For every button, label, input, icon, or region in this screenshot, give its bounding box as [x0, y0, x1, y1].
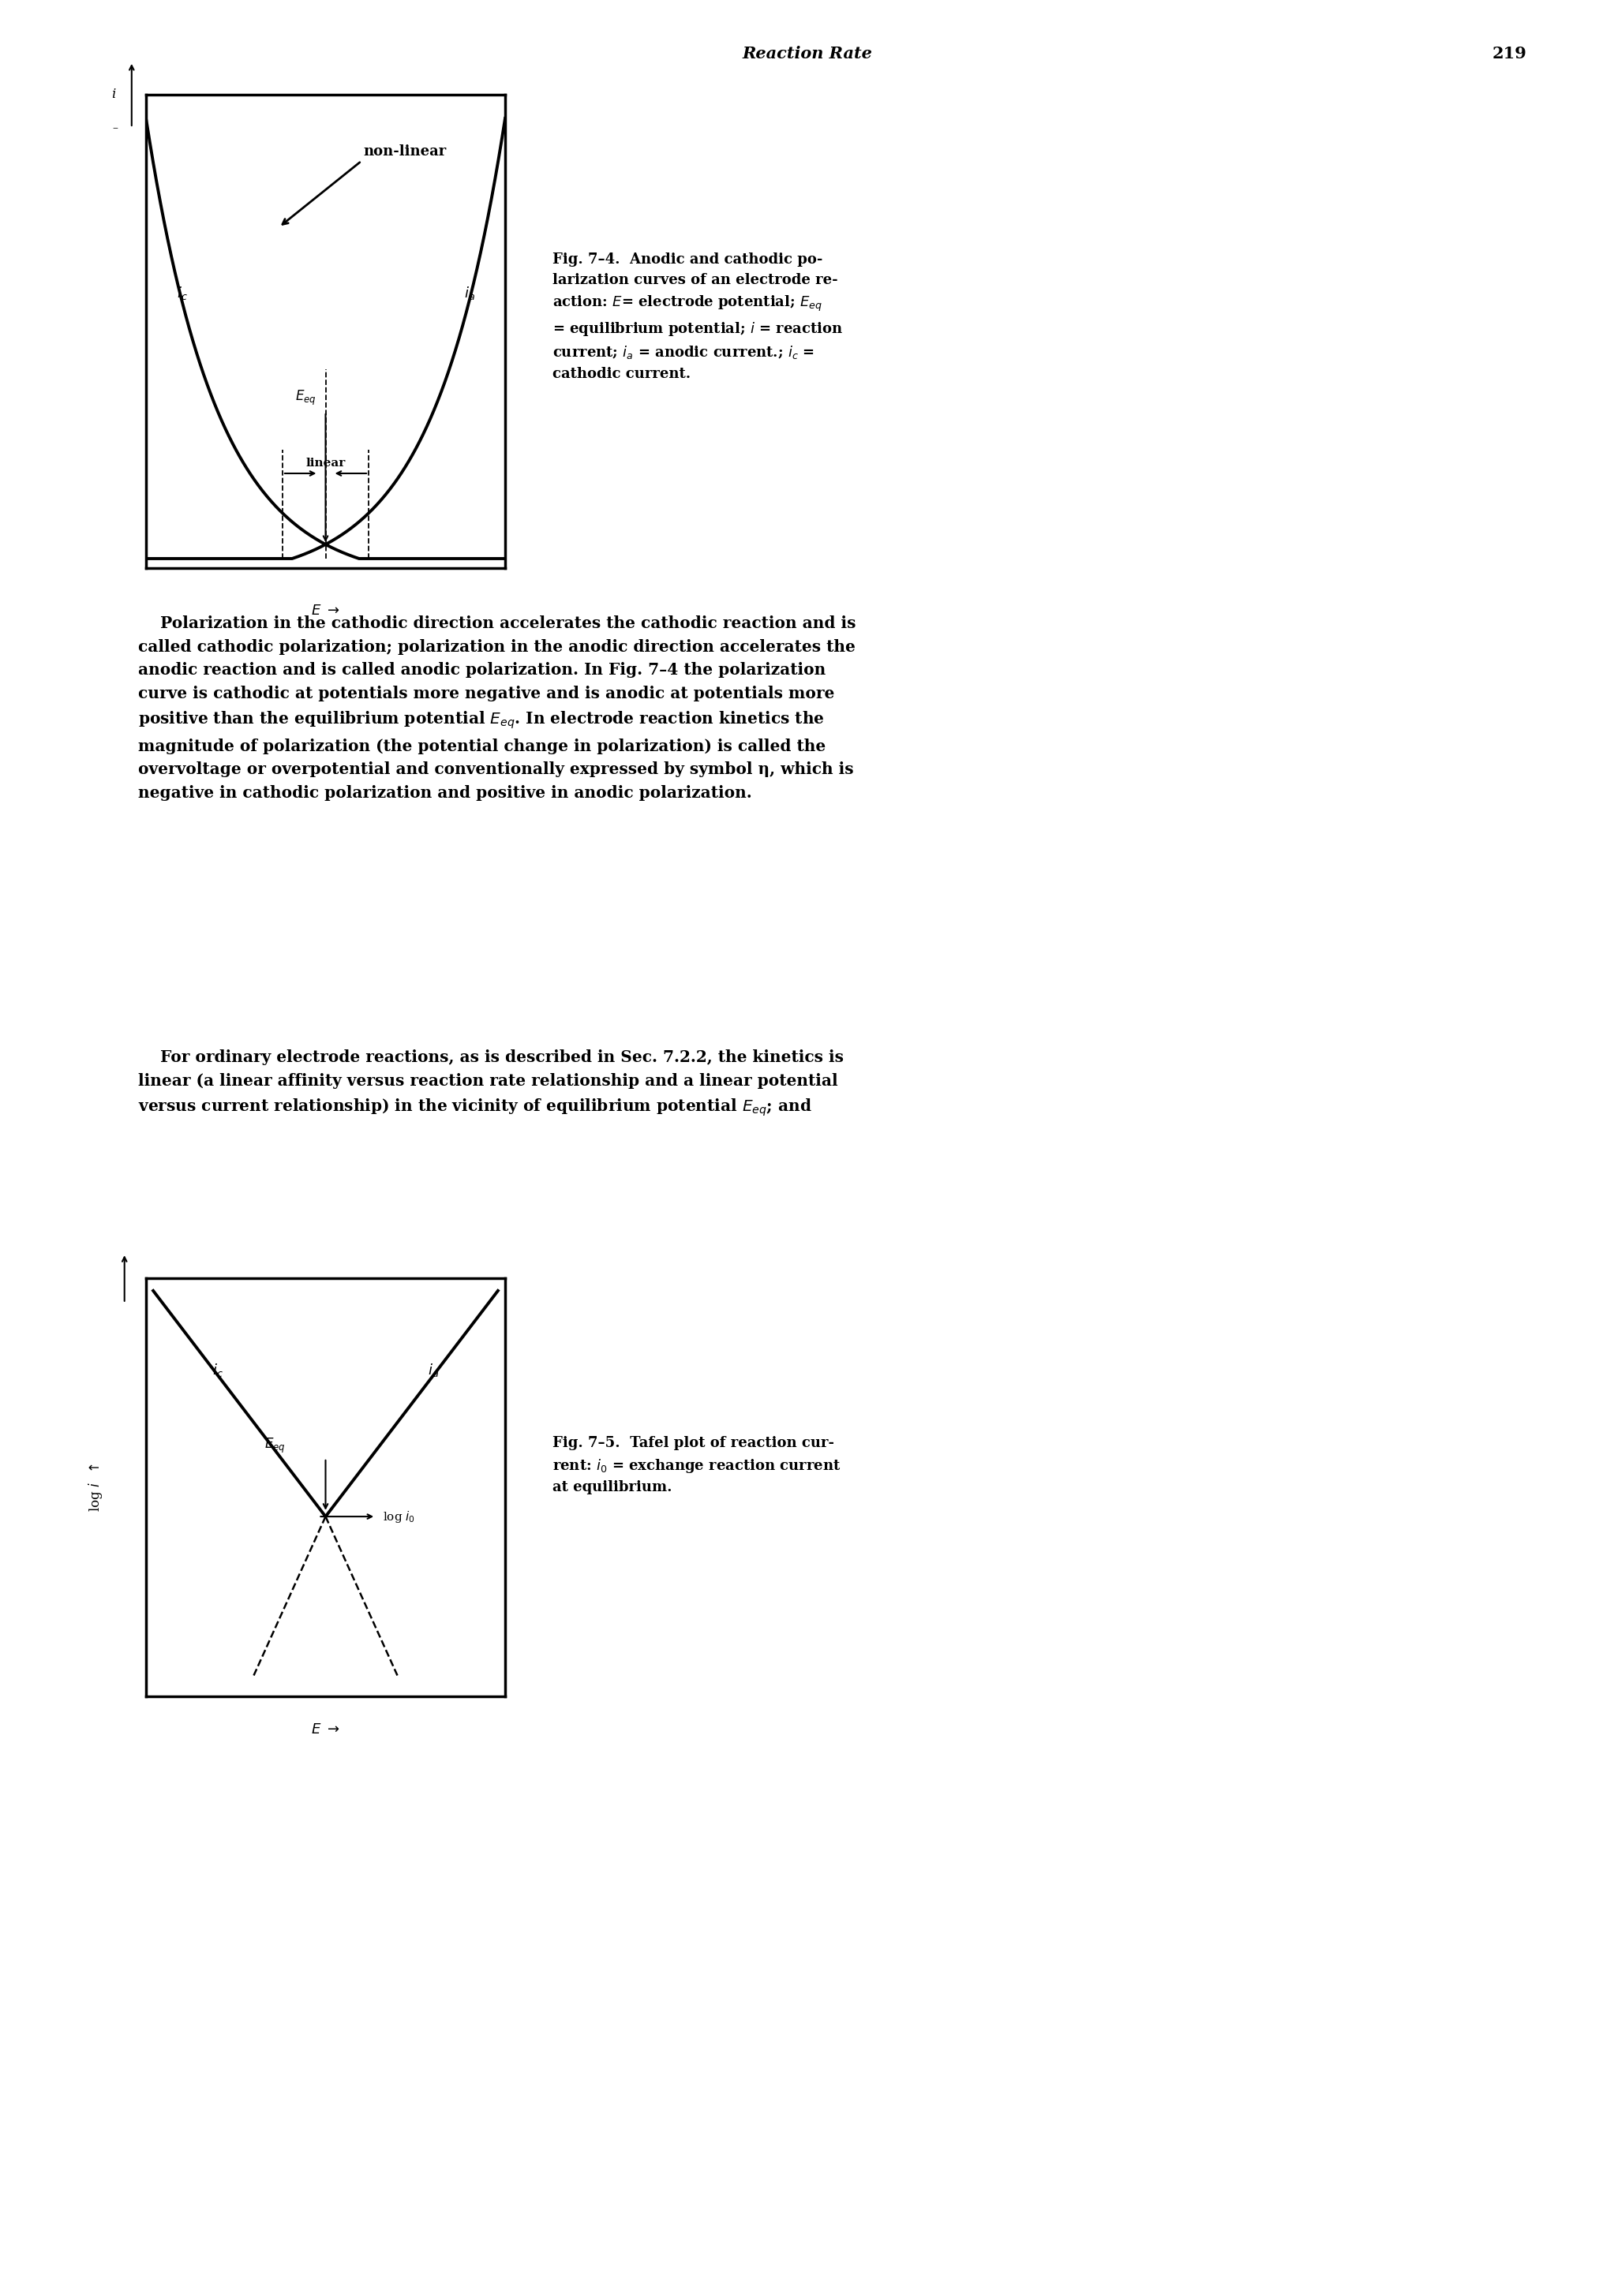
- Text: i: i: [111, 87, 116, 101]
- Text: non-linear: non-linear: [363, 145, 445, 158]
- Text: $i_a$: $i_a$: [428, 1362, 439, 1378]
- Text: linear: linear: [305, 457, 345, 468]
- Text: $E\ \rightarrow$: $E\ \rightarrow$: [312, 604, 341, 618]
- Text: –: –: [113, 122, 118, 133]
- Text: Fig. 7–4.  Anodic and cathodic po-
larization curves of an electrode re-
action:: Fig. 7–4. Anodic and cathodic po- lariza…: [552, 253, 843, 381]
- Text: For ordinary electrode reactions, as is described in Sec. 7.2.2, the kinetics is: For ordinary electrode reactions, as is …: [139, 1049, 844, 1118]
- Text: $i_c$: $i_c$: [176, 285, 187, 301]
- Text: 219: 219: [1491, 46, 1527, 62]
- Text: $i_a$: $i_a$: [463, 285, 475, 301]
- Text: Fig. 7–5.  Tafel plot of reaction cur-
rent: $i_0$ = exchange reaction current
a: Fig. 7–5. Tafel plot of reaction cur- re…: [552, 1435, 841, 1495]
- Text: $E\ \rightarrow$: $E\ \rightarrow$: [312, 1722, 341, 1736]
- Text: Reaction Rate: Reaction Rate: [742, 46, 872, 62]
- Text: log $i_0$: log $i_0$: [383, 1508, 415, 1525]
- Text: Polarization in the cathodic direction accelerates the cathodic reaction and is
: Polarization in the cathodic direction a…: [139, 615, 855, 801]
- Text: $E_{eq}$: $E_{eq}$: [295, 388, 316, 406]
- Text: $i_c$: $i_c$: [213, 1362, 223, 1378]
- Text: $E_{eq}$: $E_{eq}$: [265, 1437, 286, 1456]
- Text: log $i$  $\uparrow$: log $i$ $\uparrow$: [87, 1463, 105, 1511]
